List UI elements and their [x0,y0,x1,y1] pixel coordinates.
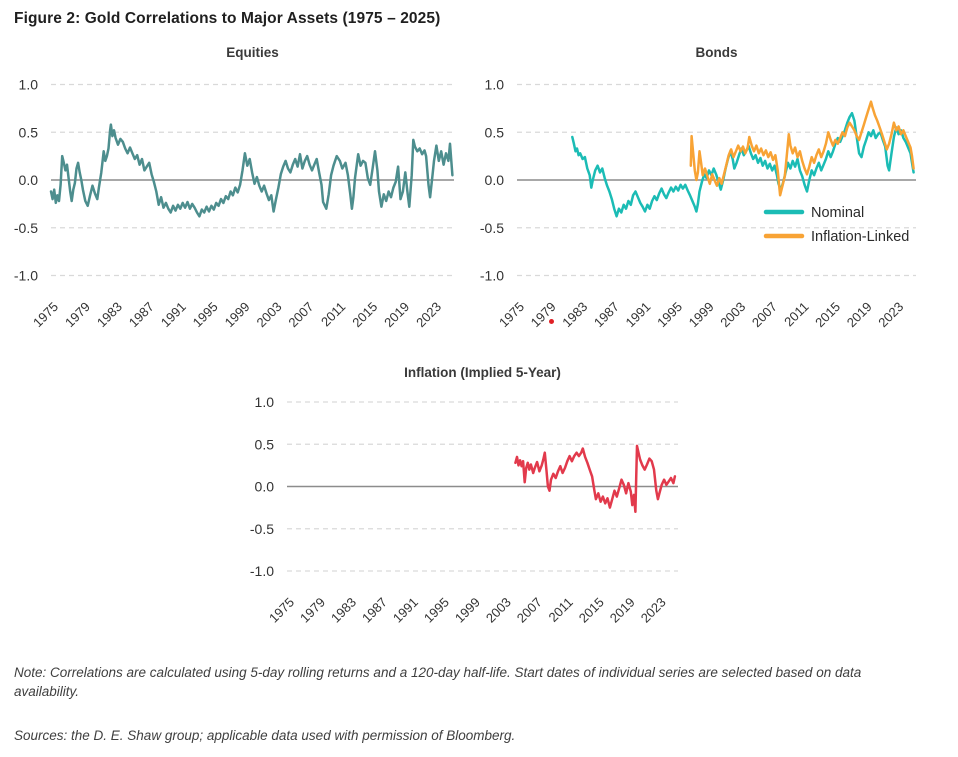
x-tick-label: 2007 [285,299,316,330]
y-tick-label: 0.5 [255,436,275,452]
x-tick-label: 2019 [607,595,638,626]
x-tick-label: 1987 [591,299,622,330]
series-line-inflation-linked [689,100,915,197]
series-line-gold-correlation-to-equities [49,123,454,218]
x-tick-label: 2023 [638,595,669,626]
x-tick-label: 2007 [514,595,545,626]
x-tick-label: 2003 [483,595,514,626]
y-tick-label: 1.0 [485,77,505,93]
y-tick-label: -0.5 [14,220,38,236]
x-tick-label: 2015 [812,299,843,330]
figure-title: Figure 2: Gold Correlations to Major Ass… [14,10,441,27]
y-tick-label: 0.0 [255,479,275,495]
y-tick-label: 1.0 [19,77,39,93]
y-tick-label: -0.5 [250,521,274,537]
x-tick-label: 1975 [496,299,527,330]
x-tick-label: 2011 [318,299,348,329]
x-tick-label: 1983 [94,299,125,330]
x-tick-label: 1975 [266,595,297,626]
y-tick-label: 0.0 [485,172,505,188]
y-tick-label: 0.5 [19,124,39,140]
x-tick-label: 2019 [844,299,875,330]
x-tick-label: 1987 [359,595,390,626]
x-tick-label: 1975 [30,299,61,330]
x-tick-label: 1999 [222,299,253,330]
series-line-gold-correlation-to-implied-5-year-inflation [514,444,677,514]
inflation-title: Inflation (Implied 5-Year) [404,365,561,380]
stray-red-dot [549,319,554,324]
y-tick-label: -1.0 [480,268,504,284]
x-tick-label: 2019 [381,299,412,330]
y-tick-label: 1.0 [255,394,275,410]
x-tick-label: 1991 [158,299,189,330]
x-tick-label: 1979 [62,299,93,330]
x-tick-label: 1995 [654,299,685,330]
x-tick-label: 1991 [390,595,421,626]
x-tick-label: 2015 [576,595,607,626]
note-text: Note: Correlations are calculated using … [14,665,862,699]
x-tick-label: 1995 [190,299,221,330]
x-tick-label: 2003 [717,299,748,330]
legend-label: Inflation-Linked [811,229,909,245]
x-tick-label: 1995 [421,595,452,626]
sources-text: Sources: the D. E. Shaw group; applicabl… [14,728,516,743]
x-tick-label: 1987 [126,299,157,330]
x-tick-label: 2023 [413,299,444,330]
x-tick-label: 1999 [686,299,717,330]
y-tick-label: -1.0 [250,563,274,579]
bonds-title: Bonds [696,45,738,60]
equities-title: Equities [226,45,279,60]
x-tick-label: 2015 [349,299,380,330]
x-tick-label: 2003 [254,299,285,330]
legend-label: Nominal [811,205,864,221]
x-tick-label: 2007 [749,299,780,330]
x-tick-label: 1979 [528,299,559,330]
x-tick-label: 1979 [297,595,328,626]
x-tick-label: 2011 [545,595,575,625]
y-tick-label: 0.5 [485,124,505,140]
x-tick-label: 1991 [622,299,653,330]
x-tick-label: 1983 [559,299,590,330]
x-tick-label: 1999 [452,595,483,626]
y-tick-label: 0.0 [19,172,39,188]
x-tick-label: 2011 [781,299,811,329]
y-tick-label: -1.0 [14,268,38,284]
x-tick-label: 1983 [328,595,359,626]
x-tick-label: 2023 [875,299,906,330]
y-tick-label: -0.5 [480,220,504,236]
